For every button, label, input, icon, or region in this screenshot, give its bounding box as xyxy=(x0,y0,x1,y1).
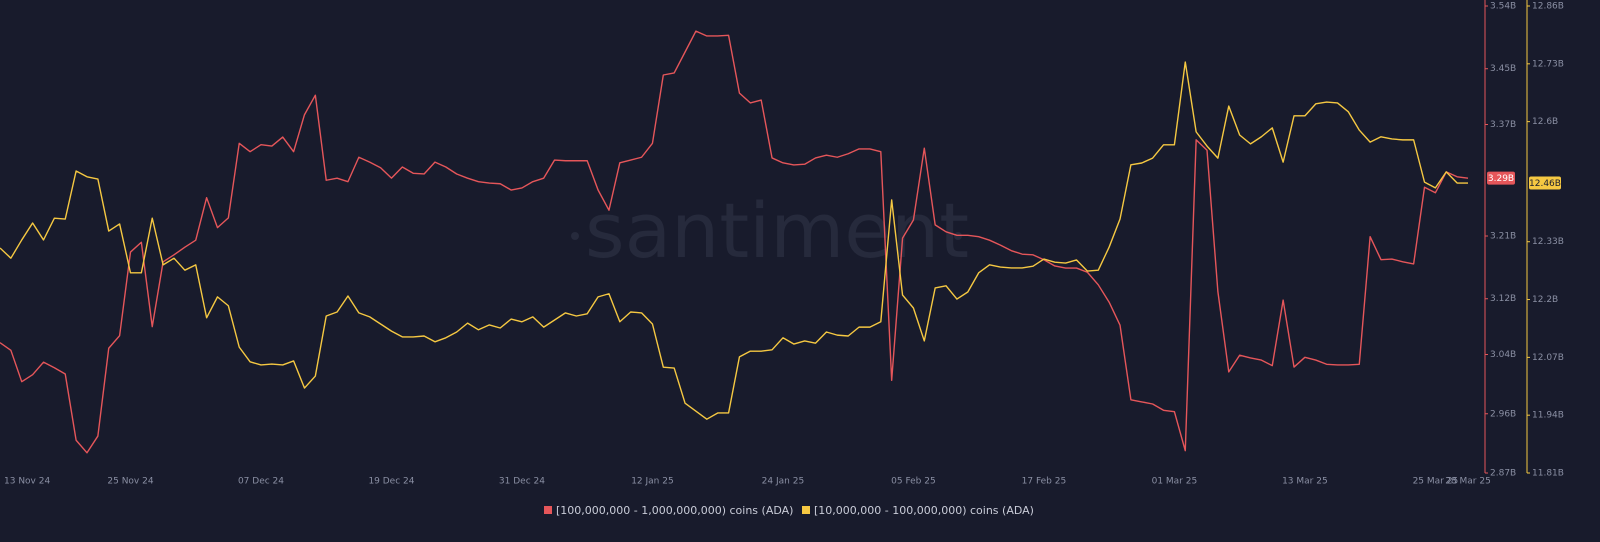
x-tick-label: 12 Jan 25 xyxy=(631,477,674,487)
y2-tick-label: 11.81B xyxy=(1532,469,1564,479)
y2-tick-label: 12.73B xyxy=(1532,59,1564,69)
legend-swatch xyxy=(544,506,552,514)
x-tick-label: 19 Dec 24 xyxy=(368,477,414,487)
current-value-badge xyxy=(1487,171,1515,185)
x-tick-label: 05 Feb 25 xyxy=(891,477,936,487)
x-tick-label: 25 Mar 25 xyxy=(1413,477,1459,487)
y-tick-label: 3.21B xyxy=(1490,232,1516,242)
current-value-badge xyxy=(1529,176,1561,190)
y2-tick-label: 12.6B xyxy=(1532,117,1558,127)
x-tick-label: 24 Jan 25 xyxy=(762,477,805,487)
legend-label: [10,000,000 - 100,000,000) coins (ADA) xyxy=(814,504,1034,517)
legend-swatch xyxy=(802,506,810,514)
y-tick-label: 2.96B xyxy=(1490,409,1516,419)
y2-tick-label: 12.33B xyxy=(1532,237,1564,247)
current-value-label: 12.46B xyxy=(1529,179,1561,189)
y2-tick-label: 12.2B xyxy=(1532,295,1558,305)
y-tick-label: 3.54B xyxy=(1490,2,1516,12)
y2-tick-label: 11.94B xyxy=(1532,411,1564,421)
x-tick-label: 13 Mar 25 xyxy=(1282,477,1328,487)
series-line xyxy=(0,61,1468,420)
series-line xyxy=(0,30,1469,454)
legend-label: [100,000,000 - 1,000,000,000) coins (ADA… xyxy=(556,504,793,517)
y2-tick-label: 12.07B xyxy=(1532,353,1564,363)
y-tick-label: 3.04B xyxy=(1490,350,1516,360)
y-tick-label: 2.87B xyxy=(1490,469,1516,479)
current-value-label: 3.29B xyxy=(1488,174,1514,184)
x-tick-label: 28 Mar 25 xyxy=(1445,477,1491,487)
x-tick-label: 17 Feb 25 xyxy=(1022,477,1067,487)
x-tick-label: 07 Dec 24 xyxy=(238,477,284,487)
x-tick-label: 01 Mar 25 xyxy=(1152,477,1198,487)
x-tick-label: 31 Dec 24 xyxy=(499,477,545,487)
x-tick-label: 25 Nov 24 xyxy=(107,477,153,487)
y2-tick-label: 12.86B xyxy=(1532,2,1564,12)
y-tick-label: 3.45B xyxy=(1490,64,1516,74)
y-tick-label: 3.37B xyxy=(1490,120,1516,130)
y-tick-label: 3.12B xyxy=(1490,294,1516,304)
x-tick-label: 13 Nov 24 xyxy=(4,477,50,487)
watermark: santiment xyxy=(585,186,969,275)
watermark-dot xyxy=(571,232,579,240)
